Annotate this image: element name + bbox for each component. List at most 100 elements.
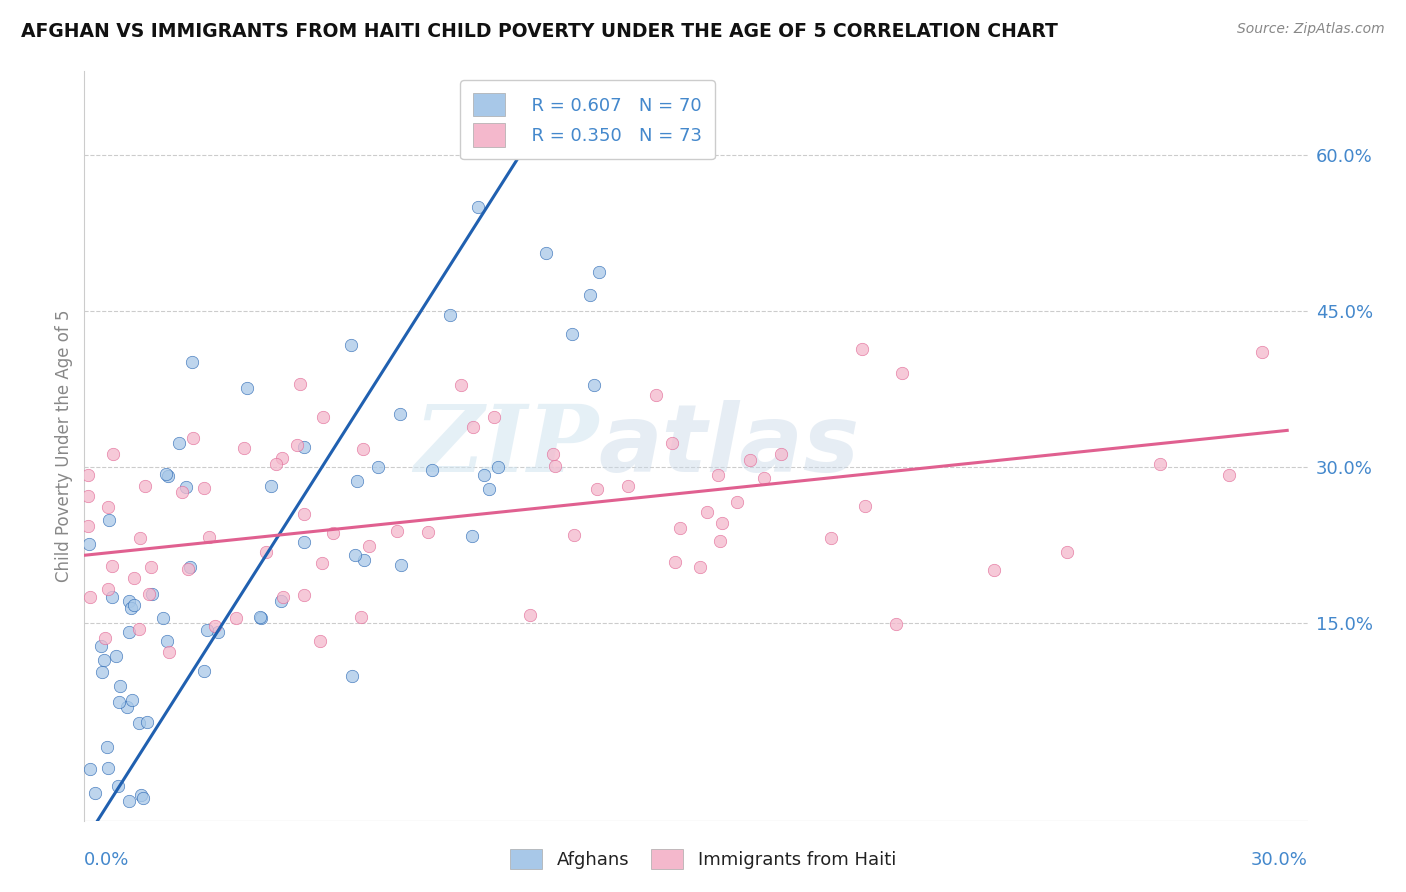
Point xyxy=(467,200,489,214)
Point xyxy=(385,524,408,538)
Point xyxy=(193,664,215,678)
Point xyxy=(118,624,141,639)
Point xyxy=(709,534,731,549)
Point xyxy=(1149,458,1171,472)
Point xyxy=(664,555,686,569)
Point xyxy=(120,601,142,615)
Point xyxy=(249,609,271,624)
Point xyxy=(77,855,100,870)
Point xyxy=(207,624,229,639)
Point xyxy=(233,441,256,455)
Point xyxy=(450,378,472,392)
Point xyxy=(134,479,156,493)
Point xyxy=(204,619,226,633)
Point xyxy=(853,500,876,514)
Point xyxy=(174,480,197,494)
Point xyxy=(820,532,842,546)
Point xyxy=(288,377,311,392)
Point xyxy=(689,560,711,574)
Point xyxy=(477,482,499,496)
Point xyxy=(179,559,201,574)
Point xyxy=(101,591,124,605)
Point xyxy=(519,608,541,623)
Point xyxy=(177,562,200,576)
Point xyxy=(77,468,100,483)
Point xyxy=(346,474,368,488)
Point xyxy=(79,847,101,861)
Point xyxy=(357,539,380,553)
Point xyxy=(389,558,412,573)
Point xyxy=(769,447,792,461)
Point xyxy=(96,739,118,754)
Point xyxy=(97,500,120,514)
Point xyxy=(180,355,202,369)
Point xyxy=(90,639,112,653)
Point xyxy=(270,593,292,607)
Point xyxy=(135,714,157,729)
Point xyxy=(138,587,160,601)
Point xyxy=(752,471,775,485)
Point xyxy=(884,616,907,631)
Point xyxy=(294,440,316,454)
Point xyxy=(420,463,443,477)
Point xyxy=(1250,345,1272,359)
Point xyxy=(181,431,204,445)
Point xyxy=(271,590,294,604)
Point xyxy=(83,786,105,800)
Point xyxy=(107,779,129,793)
Text: 0.0%: 0.0% xyxy=(84,851,129,869)
Point xyxy=(367,459,389,474)
Point xyxy=(79,762,101,776)
Point xyxy=(353,553,375,567)
Text: atlas: atlas xyxy=(598,400,859,492)
Point xyxy=(461,529,484,543)
Point xyxy=(97,761,120,775)
Point xyxy=(198,530,221,544)
Point xyxy=(285,438,308,452)
Point xyxy=(117,594,139,608)
Point xyxy=(340,337,363,351)
Point xyxy=(155,467,177,481)
Point xyxy=(91,665,114,679)
Point xyxy=(312,409,335,424)
Point xyxy=(617,479,640,493)
Point xyxy=(644,388,666,402)
Point xyxy=(121,693,143,707)
Point xyxy=(124,829,146,843)
Point xyxy=(561,326,583,341)
Point xyxy=(115,700,138,714)
Point xyxy=(482,409,505,424)
Point xyxy=(249,611,271,625)
Point xyxy=(128,715,150,730)
Point xyxy=(292,507,315,521)
Point xyxy=(167,435,190,450)
Point xyxy=(418,525,440,540)
Point xyxy=(389,407,412,421)
Point xyxy=(129,788,152,802)
Point xyxy=(710,516,733,531)
Point xyxy=(311,556,333,570)
Text: AFGHAN VS IMMIGRANTS FROM HAITI CHILD POVERTY UNDER THE AGE OF 5 CORRELATION CHA: AFGHAN VS IMMIGRANTS FROM HAITI CHILD PO… xyxy=(21,22,1057,41)
Y-axis label: Child Poverty Under the Age of 5: Child Poverty Under the Age of 5 xyxy=(55,310,73,582)
Point xyxy=(132,790,155,805)
Point xyxy=(294,535,316,549)
Point xyxy=(122,598,145,612)
Point xyxy=(139,560,162,574)
Point xyxy=(100,559,122,574)
Point xyxy=(101,447,124,461)
Point xyxy=(536,245,558,260)
Point xyxy=(77,489,100,503)
Point xyxy=(79,536,101,550)
Point xyxy=(668,521,690,535)
Point xyxy=(97,582,120,596)
Point xyxy=(260,479,283,493)
Point xyxy=(156,469,179,483)
Text: ZIP: ZIP xyxy=(413,401,598,491)
Point xyxy=(77,518,100,533)
Point xyxy=(108,680,131,694)
Point xyxy=(543,447,565,461)
Point xyxy=(117,794,139,808)
Point xyxy=(578,287,600,301)
Point xyxy=(107,855,129,870)
Point xyxy=(155,634,177,648)
